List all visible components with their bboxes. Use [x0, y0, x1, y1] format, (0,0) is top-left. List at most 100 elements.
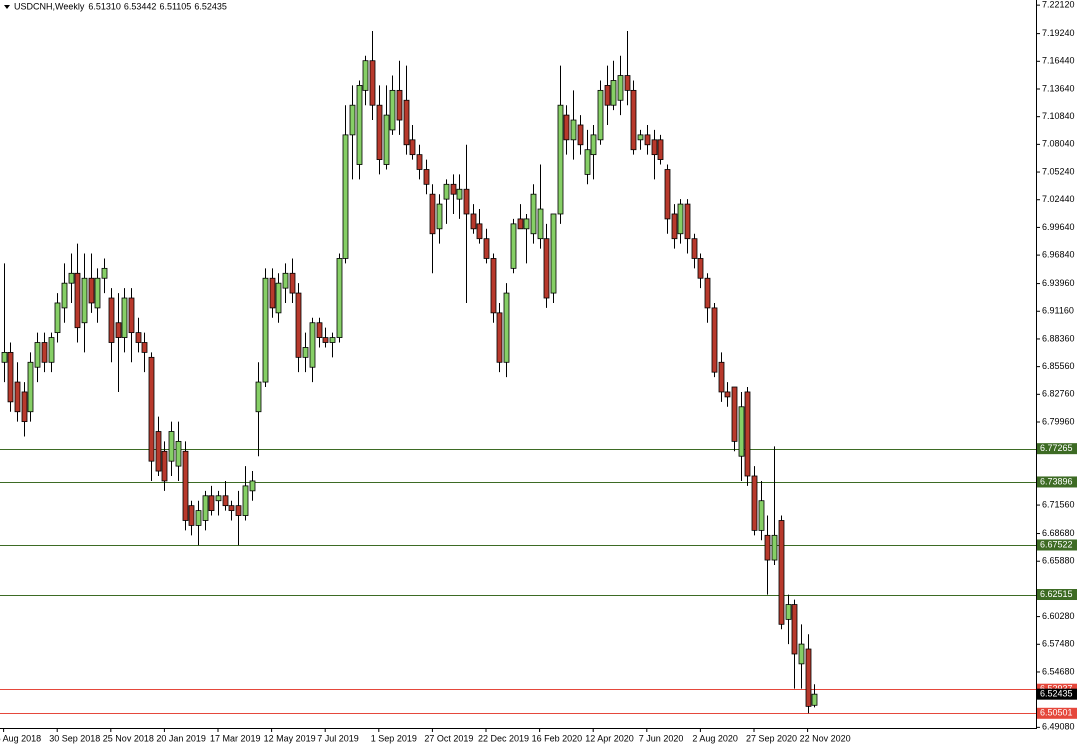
current-price-label: 6.52435 [1040, 689, 1073, 699]
level-tag-label: 6.77265 [1040, 443, 1073, 453]
candle-body [490, 258, 497, 314]
candle-body [470, 213, 477, 230]
candle-body [94, 277, 101, 309]
candle-body [456, 188, 463, 200]
candle-body [550, 213, 557, 294]
candle-body [671, 213, 678, 240]
candle-body [530, 193, 537, 235]
y-tick-label: 7.10840 [1042, 111, 1075, 121]
candle-body [664, 169, 671, 220]
y-tick-label: 6.99640 [1042, 222, 1075, 232]
candle-body [570, 119, 577, 141]
candle-body [349, 104, 356, 136]
candle-body [651, 139, 658, 156]
candle-body [463, 188, 470, 215]
candle-body [182, 450, 189, 521]
x-tick-label: 16 Feb 2020 [532, 733, 583, 743]
candle-body [155, 431, 162, 472]
candle-body [215, 495, 222, 502]
candle-body [369, 60, 376, 106]
candle-body [309, 322, 316, 368]
candle-body [577, 124, 584, 146]
candle-body [744, 391, 751, 477]
y-tick-label: 7.05240 [1042, 166, 1075, 176]
candle-body [617, 75, 624, 101]
candle-body [610, 80, 617, 106]
candle-body [242, 485, 249, 516]
candle-body [376, 104, 383, 160]
candle-body [115, 322, 122, 338]
x-tick-label: 22 Dec 2019 [478, 733, 529, 743]
candle-body [282, 272, 289, 289]
candle-body [356, 85, 363, 165]
candle-body [597, 89, 604, 141]
candle-body [771, 534, 778, 561]
y-tick-label: 6.96840 [1042, 249, 1075, 259]
y-tick-label: 6.85560 [1042, 361, 1075, 371]
candle-body [557, 104, 564, 215]
candle-body [222, 495, 229, 507]
candle-body [7, 351, 14, 403]
header: USDCNH,Weekly 6.51310 6.53442 6.51105 6.5243… [14, 2, 227, 12]
candle-body [1, 351, 8, 363]
x-tick-label: 7 Jun 2020 [639, 733, 684, 743]
candle-body [811, 693, 818, 706]
candle-body [235, 505, 242, 516]
candle-body [590, 134, 597, 156]
candle-body [302, 347, 309, 358]
candle-body [630, 89, 637, 151]
candle-body [34, 342, 41, 368]
candle-body [383, 114, 390, 165]
candle-body [476, 223, 483, 240]
x-tick-label: 12 May 2019 [264, 733, 316, 743]
menu-triangle[interactable] [4, 5, 10, 9]
candle-body [68, 272, 75, 284]
candle-body [74, 272, 81, 329]
candle-body [423, 169, 430, 185]
y-tick-label: 6.60280 [1042, 611, 1075, 621]
candle-body [128, 297, 135, 334]
y-tick-label: 7.22120 [1042, 0, 1075, 10]
candle-body [503, 292, 510, 363]
candle-body [483, 238, 490, 259]
level-tag-label: 6.67522 [1040, 539, 1073, 549]
y-tick-label: 6.68680 [1042, 528, 1075, 538]
candle-body [644, 134, 651, 146]
candle-body [336, 258, 343, 338]
level-tag-label: 6.73896 [1040, 476, 1073, 486]
candle-body [764, 534, 771, 561]
candle-body [429, 193, 436, 235]
candle-body [168, 431, 175, 462]
candle-body [496, 312, 503, 363]
candle-body [704, 277, 711, 309]
candle-body [81, 277, 88, 324]
candle-body [523, 218, 530, 230]
high-value: 6.53442 [124, 2, 157, 12]
candle-body [510, 223, 517, 269]
candle-body [362, 60, 369, 91]
y-tick-label: 6.88360 [1042, 333, 1075, 343]
level-tag-label: 6.62515 [1040, 589, 1073, 599]
symbol: USDCNH,Weekly [14, 2, 85, 12]
y-tick-label: 7.08040 [1042, 139, 1075, 149]
y-tick-label: 7.16440 [1042, 56, 1075, 66]
candle-body [684, 203, 691, 240]
x-tick-label: 25 Nov 2018 [103, 733, 154, 743]
level-tag [1037, 589, 1077, 601]
candle-body [416, 154, 423, 170]
current-price-tag [1037, 688, 1077, 700]
y-tick-label: 6.57480 [1042, 639, 1075, 649]
candle-body [805, 648, 812, 707]
candle-body [537, 208, 544, 240]
candle-body [48, 337, 55, 363]
candle-body [202, 495, 209, 521]
candle-body [389, 89, 396, 131]
candle-body [711, 307, 718, 373]
plot-area [0, 31, 1036, 714]
x-tick-label: 7 Jul 2019 [317, 733, 359, 743]
candle-body [778, 520, 785, 625]
candle-body [785, 604, 792, 620]
y-tick-label: 6.93960 [1042, 278, 1075, 288]
